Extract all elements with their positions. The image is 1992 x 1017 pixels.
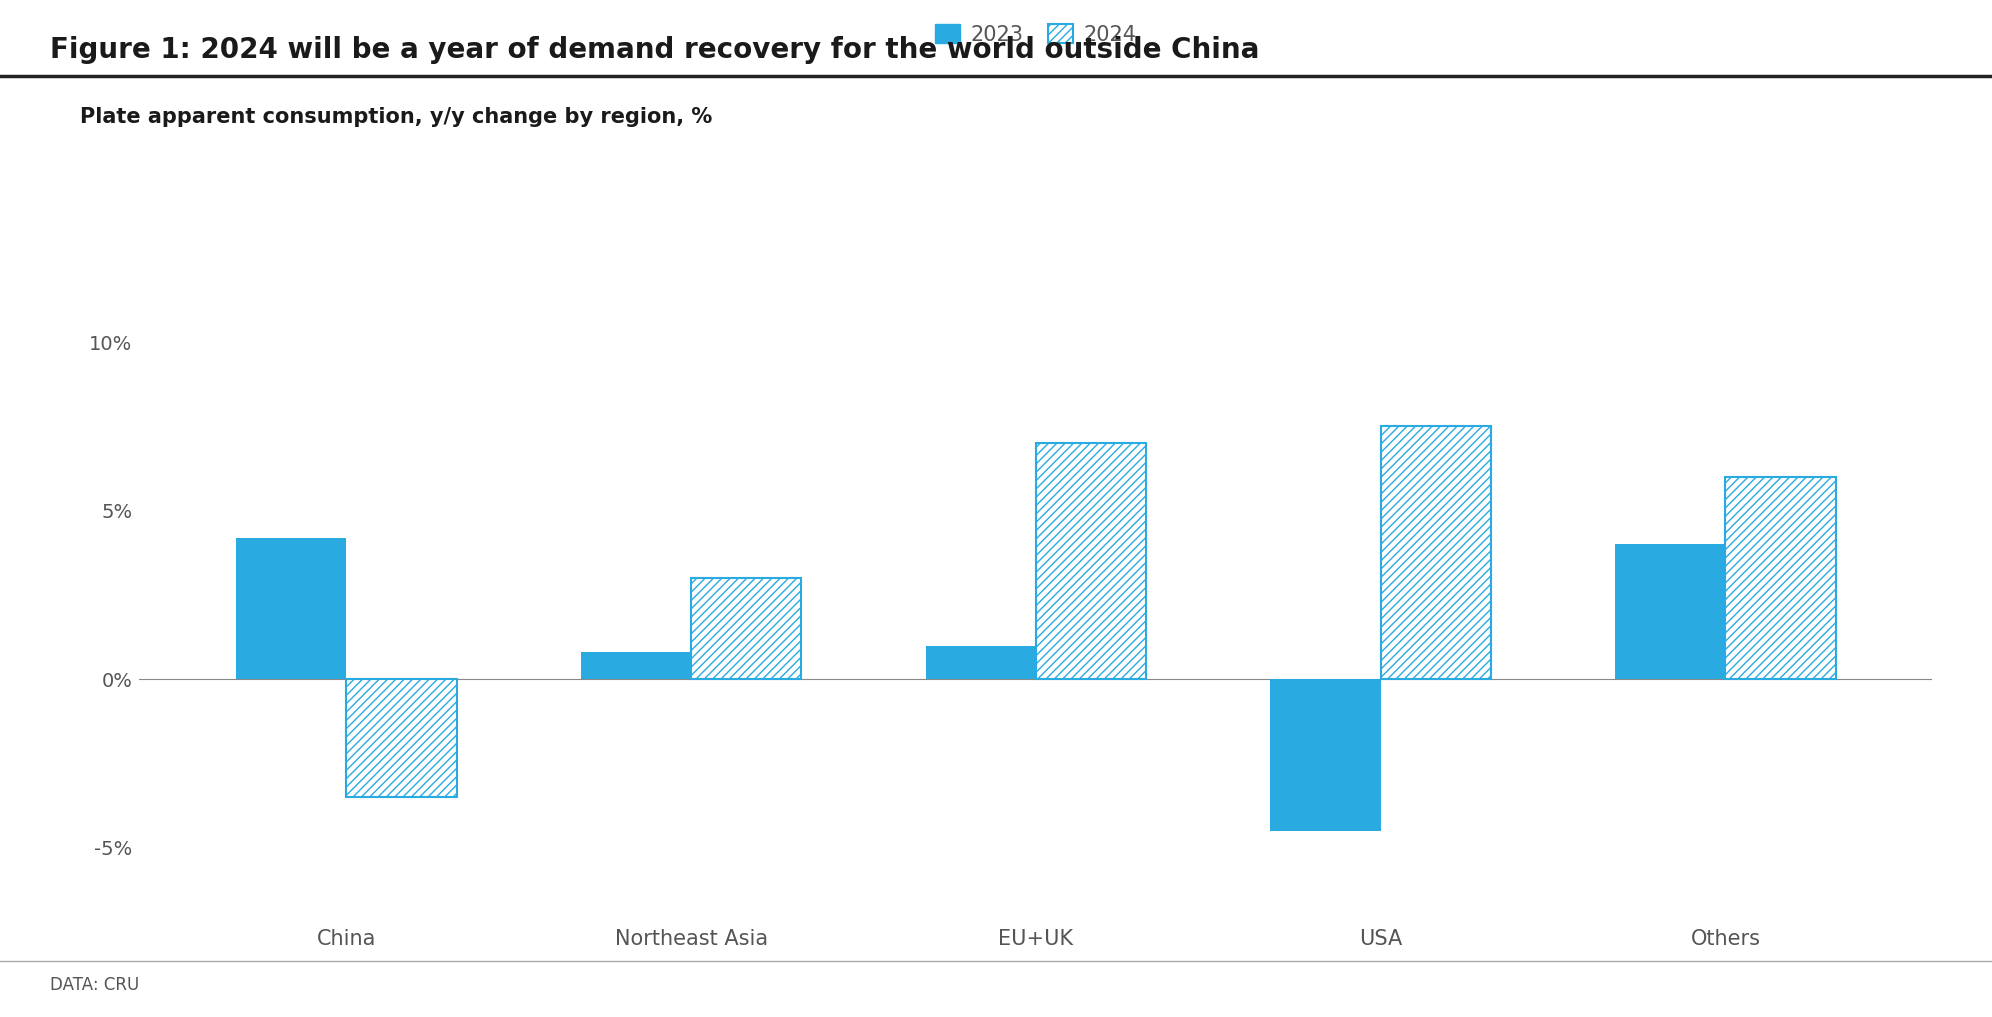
Bar xyxy=(347,679,456,797)
Bar xyxy=(1616,544,1725,679)
Legend: 2023, 2024: 2023, 2024 xyxy=(926,16,1145,53)
Text: DATA: CRU: DATA: CRU xyxy=(50,976,139,995)
Bar xyxy=(1271,679,1380,831)
Bar xyxy=(691,578,801,679)
Bar xyxy=(235,538,347,679)
Bar xyxy=(926,646,1036,679)
Bar xyxy=(1725,477,1837,679)
Text: Figure 1: 2024 will be a year of demand recovery for the world outside China: Figure 1: 2024 will be a year of demand … xyxy=(50,36,1259,64)
Bar xyxy=(1036,443,1145,679)
Text: Plate apparent consumption, y/y change by region, %: Plate apparent consumption, y/y change b… xyxy=(80,107,711,127)
Bar xyxy=(1380,426,1490,679)
Bar xyxy=(582,652,691,679)
